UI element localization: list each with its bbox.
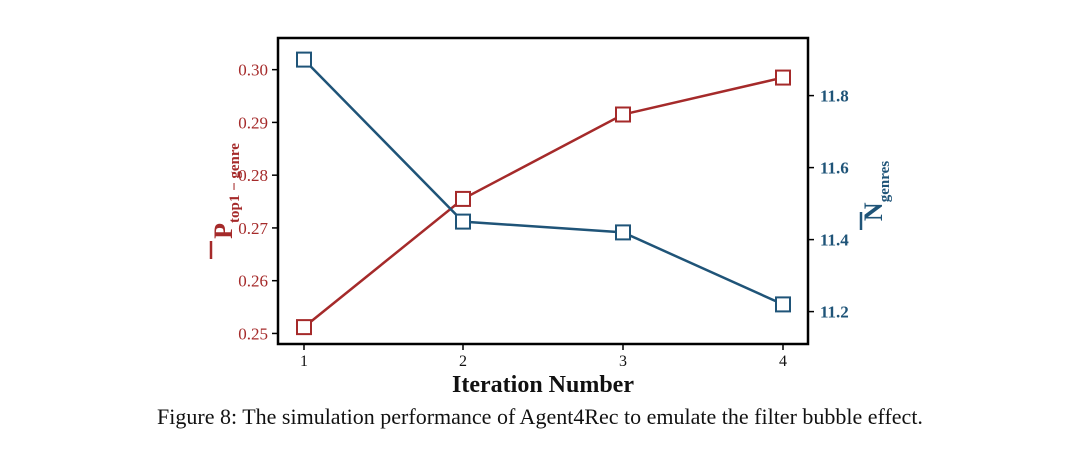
svg-text:Ngenres: Ngenres bbox=[859, 161, 893, 221]
data-point-marker-left-axis bbox=[296, 319, 312, 336]
figure-caption: Figure 8: The simulation performance of … bbox=[157, 404, 923, 429]
right-axis-label-sub: genres bbox=[877, 161, 893, 203]
x-tick-label: 1 bbox=[300, 353, 308, 370]
x-axis-label: Iteration Number bbox=[452, 372, 634, 398]
left-tick-label: 0.28 bbox=[238, 166, 268, 185]
left-tick-label: 0.25 bbox=[238, 324, 268, 343]
data-point-marker-left-axis bbox=[615, 106, 631, 123]
left-axis-label-main: P bbox=[209, 223, 238, 239]
dual-axis-line-chart: 0.250.260.270.280.290.30 11.211.411.611.… bbox=[209, 36, 893, 398]
data-point-marker-right-axis bbox=[615, 224, 631, 241]
right-tick-label: 11.2 bbox=[820, 303, 849, 322]
data-point-marker-left-axis bbox=[455, 190, 471, 207]
series-line-right-axis bbox=[303, 58, 784, 306]
left-axis-ticks: 0.25 0.26 0.27 0.28 0.29 0.30 bbox=[238, 61, 278, 343]
x-tick-label: 3 bbox=[619, 353, 627, 370]
series-layer bbox=[296, 51, 791, 336]
right-axis-label: Ngenres bbox=[859, 161, 893, 230]
left-tick-label: 0.29 bbox=[238, 113, 268, 132]
data-point-marker-right-axis bbox=[775, 296, 791, 313]
series-line-left-axis bbox=[303, 76, 784, 329]
x-tick-label: 2 bbox=[459, 353, 467, 370]
data-point-marker-right-axis bbox=[296, 51, 312, 68]
left-tick-label: 0.30 bbox=[238, 61, 268, 80]
plot-area-frame bbox=[276, 36, 810, 346]
data-point-marker-right-axis bbox=[455, 213, 471, 230]
left-axis-label: Ptop1 − genre bbox=[209, 143, 243, 259]
right-axis-label-main: N bbox=[859, 202, 888, 221]
x-axis-ticks: 1 2 3 4 bbox=[300, 344, 787, 370]
svg-text:Ptop1 − genre: Ptop1 − genre bbox=[209, 143, 243, 239]
x-tick-label: 4 bbox=[779, 353, 787, 370]
data-point-marker-left-axis bbox=[775, 69, 791, 86]
right-axis-ticks: 11.2 11.4 11.6 11.8 bbox=[808, 87, 849, 322]
right-tick-label: 11.4 bbox=[820, 231, 849, 250]
left-tick-label: 0.26 bbox=[238, 272, 268, 291]
right-tick-label: 11.6 bbox=[820, 159, 849, 178]
right-tick-label: 11.8 bbox=[820, 87, 849, 106]
left-tick-label: 0.27 bbox=[238, 219, 268, 238]
left-axis-label-sub: top1 − genre bbox=[227, 143, 243, 223]
